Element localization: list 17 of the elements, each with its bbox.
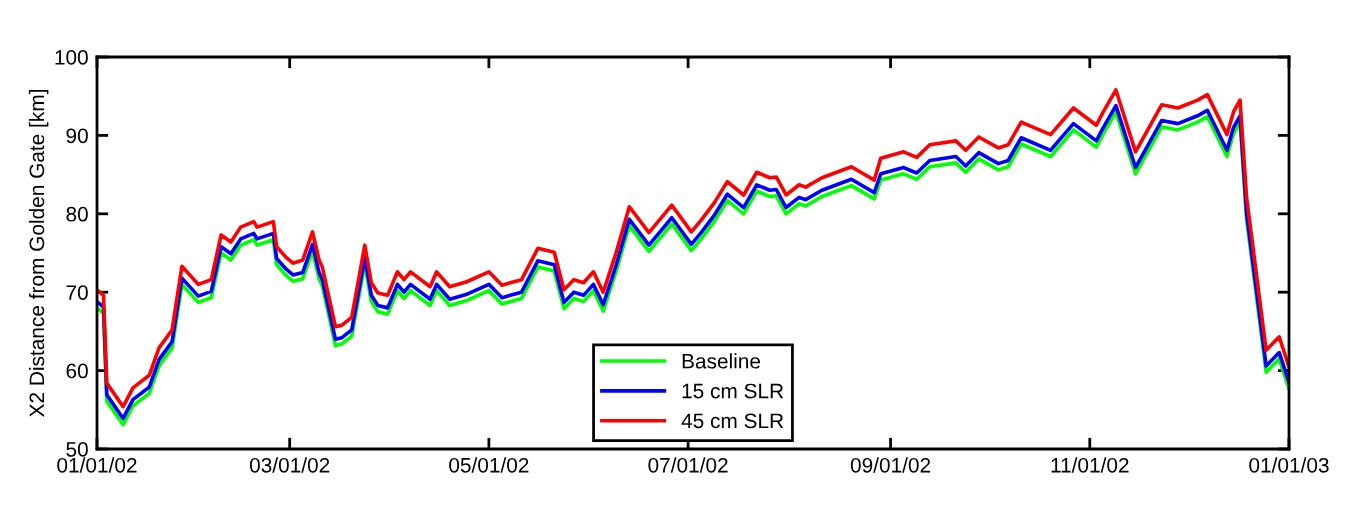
y-axis-title: X2 Distance from Golden Gate [km] [28,90,49,417]
x-tick-label: 05/01/02 [449,457,529,473]
x-tick-label: 11/01/02 [1051,457,1129,473]
legend-label: 45 cm SLR [681,413,784,429]
y-tick-label: 70 [66,285,88,300]
legend-label: 15 cm SLR [682,383,784,399]
y-tick-label: 100 [55,50,88,65]
x-tick-label: 01/01/02 [57,457,137,473]
y-tick-label: 60 [66,363,88,379]
y-tick-label: 80 [66,206,88,222]
y-tick-label: 50 [66,442,88,457]
legend-label: Baseline [682,353,761,369]
x-tick-label: 01/01/03 [1249,457,1329,473]
y-tick-label: 90 [66,128,88,144]
x-tick-label: 09/01/02 [850,457,931,473]
x-tick-label: 07/01/02 [648,457,728,473]
x-tick-label: 03/01/02 [249,457,330,473]
